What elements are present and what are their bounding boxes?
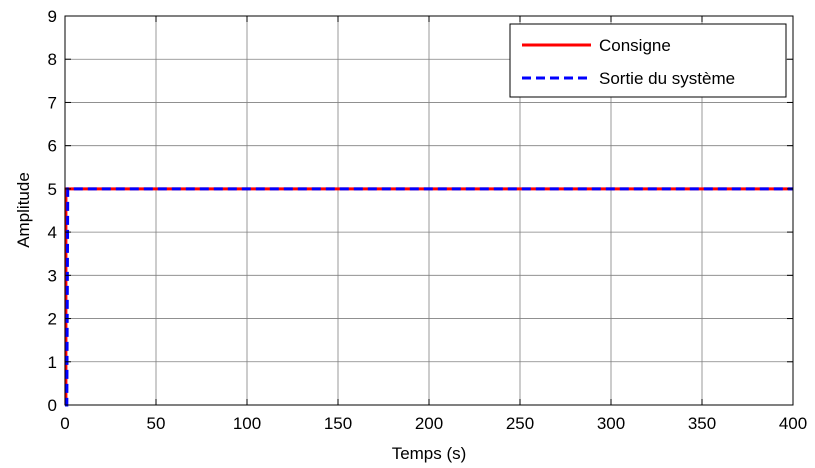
- legend-label-sortie: Sortie du système: [599, 69, 735, 88]
- x-axis-label: Temps (s): [392, 444, 467, 463]
- x-tick-label: 300: [597, 414, 625, 433]
- x-tick-label: 350: [688, 414, 716, 433]
- y-tick-label: 8: [48, 50, 57, 69]
- x-tick-label: 0: [60, 414, 69, 433]
- y-tick-label: 4: [48, 223, 57, 242]
- legend-label-consigne: Consigne: [599, 36, 671, 55]
- x-tick-label: 400: [779, 414, 807, 433]
- y-tick-label: 1: [48, 353, 57, 372]
- x-tick-label: 100: [233, 414, 261, 433]
- y-tick-label: 6: [48, 137, 57, 156]
- y-tick-label: 2: [48, 310, 57, 329]
- y-tick-label: 9: [48, 7, 57, 26]
- y-tick-label: 3: [48, 266, 57, 285]
- x-tick-label: 150: [324, 414, 352, 433]
- y-axis-label: Amplitude: [14, 172, 33, 248]
- x-tick-label: 250: [506, 414, 534, 433]
- x-tick-label: 50: [147, 414, 166, 433]
- y-tick-label: 7: [48, 93, 57, 112]
- x-tick-label: 200: [415, 414, 443, 433]
- y-tick-label: 0: [48, 396, 57, 415]
- y-tick-label: 5: [48, 180, 57, 199]
- legend: Consigne Sortie du système: [510, 24, 786, 97]
